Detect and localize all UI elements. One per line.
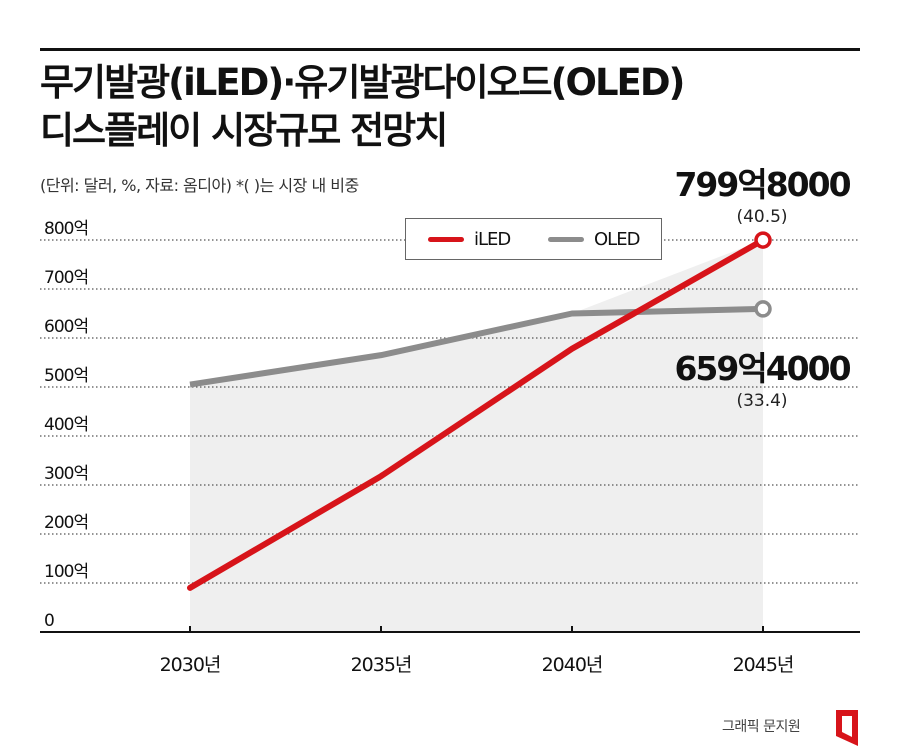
annotation-oled-share: (33.4) [736,391,787,411]
top-rule [40,48,860,51]
publisher-logo-icon [836,710,858,746]
legend-swatch-iled [428,236,464,242]
annotation-oled-value: 659억4000 [674,349,850,388]
chart-title-line1: 무기발광(iLED)·유기발광다이오드(OLED) [40,61,685,104]
legend: iLED OLED [405,218,662,260]
legend-item-oled: OLED [548,219,640,259]
y-tick-label: 800억 [44,219,88,239]
legend-swatch-oled [548,236,584,242]
legend-item-iled: iLED [428,219,511,259]
y-tick-label: 400억 [44,415,88,435]
y-tick-label: 200억 [44,513,88,533]
annotation-iled-value: 799억8000 [674,165,850,204]
x-tick-label: 2035년 [351,654,412,676]
legend-label-oled: OLED [594,228,640,250]
x-tick-label: 2030년 [160,654,221,676]
x-tick-label: 2040년 [542,654,603,676]
y-tick-label: 100억 [44,562,88,582]
graphic-credit: 그래픽 문지원 [722,719,801,735]
series-line-oled [189,305,764,388]
y-tick-label: 600억 [44,317,88,337]
series-line-iled [187,237,766,591]
chart-title-line2: 디스플레이 시장규모 전망치 [40,109,448,152]
y-tick-label: 0 [44,611,54,631]
y-tick-label: 700억 [44,268,88,288]
annotation-iled-share: (40.5) [736,207,787,227]
end-marker-oled [754,300,772,318]
end-marker-iled [754,231,772,249]
y-tick-label: 300억 [44,464,88,484]
chart-subtitle: (단위: 달러, %, 자료: 옴디아) *( )는 시장 내 비중 [40,176,359,195]
y-tick-label: 500억 [44,366,88,386]
legend-label-iled: iLED [474,228,511,250]
x-tick-label: 2045년 [733,654,794,676]
